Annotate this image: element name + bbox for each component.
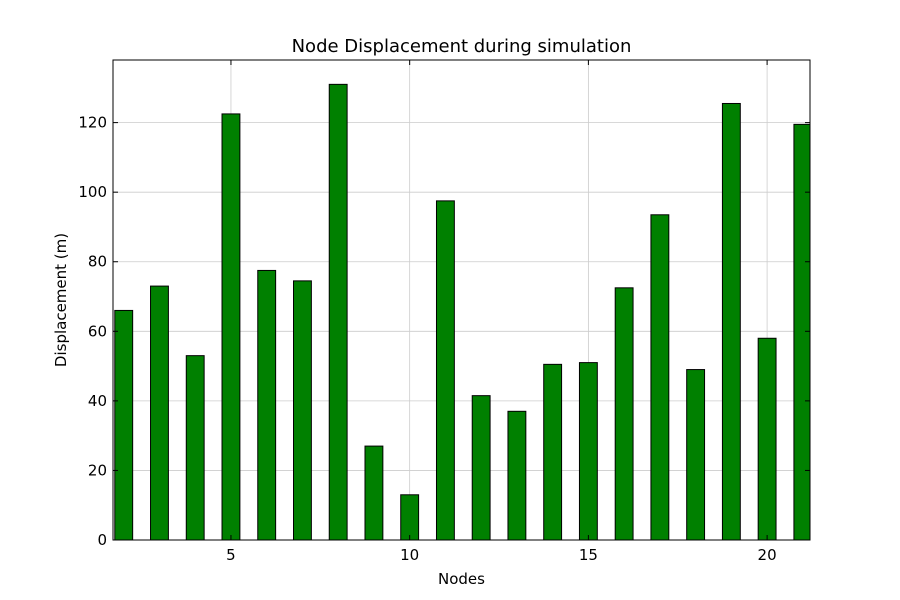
- y-tick-label-0: 0: [97, 531, 107, 549]
- x-tick-label-3: 20: [758, 546, 777, 564]
- bar-node-2: [114, 309, 134, 540]
- bar-node-9: [364, 445, 384, 540]
- y-tick-label-5: 100: [78, 183, 107, 201]
- bar-node-15: [578, 362, 598, 540]
- bar-node-19: [721, 102, 741, 540]
- bar-node-10: [400, 494, 420, 540]
- bar-node-17: [650, 214, 670, 540]
- y-axis-label: Displacement (m): [52, 233, 70, 367]
- chart-title: Node Displacement during simulation: [292, 36, 632, 57]
- bar-node-11: [435, 200, 455, 540]
- y-tick-label-1: 20: [88, 461, 107, 479]
- bar-node-8: [328, 83, 348, 540]
- bar-node-13: [507, 410, 527, 540]
- axes-frame: [112, 59, 811, 541]
- y-tick-label-3: 60: [88, 322, 107, 340]
- bar-node-20: [757, 337, 777, 540]
- bar-node-5: [221, 113, 241, 540]
- bar-node-3: [150, 285, 169, 540]
- bar-node-21: [793, 123, 810, 540]
- bars: [114, 83, 810, 540]
- bar-node-4: [185, 355, 205, 540]
- bar-node-14: [543, 363, 563, 540]
- x-tick-label-2: 15: [579, 546, 598, 564]
- x-tick-label-1: 10: [400, 546, 419, 564]
- bar-node-12: [471, 395, 491, 540]
- grid: [113, 60, 810, 541]
- y-tick-label-6: 120: [78, 114, 107, 132]
- y-tick-label-4: 80: [88, 253, 107, 271]
- bar-node-6: [257, 269, 277, 540]
- y-tick-label-2: 40: [88, 392, 107, 410]
- ticks: 5 10 15 20 0 20 40 60 80 100 120: [78, 60, 810, 564]
- bar-node-7: [293, 280, 312, 540]
- x-axis-label: Nodes: [438, 570, 485, 588]
- bar-node-16: [614, 287, 634, 540]
- x-tick-label-0: 5: [226, 546, 236, 564]
- bar-node-18: [686, 369, 706, 540]
